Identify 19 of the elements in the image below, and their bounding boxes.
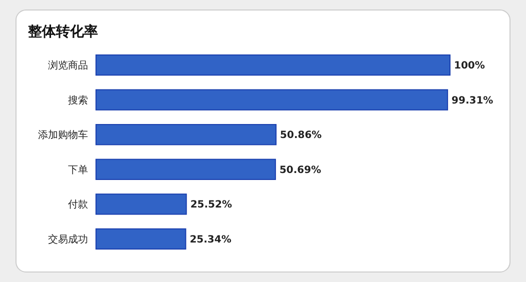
bar <box>96 158 276 180</box>
data-label: 99.31% <box>452 95 494 106</box>
bar <box>96 194 187 215</box>
y-tick-label: 添加购物车 <box>38 129 88 142</box>
data-label: 25.52% <box>190 200 232 211</box>
bar <box>96 54 450 76</box>
data-label: 50.69% <box>279 164 322 176</box>
y-tick-label: 交易成功 <box>48 233 88 246</box>
bar <box>96 89 448 110</box>
data-label: 25.34% <box>190 234 232 246</box>
y-tick-label: 浏览商品 <box>48 60 88 72</box>
y-tick-label: 搜索 <box>68 94 88 106</box>
y-tick-label: 下单 <box>68 164 88 176</box>
chart-title: 整体转化率 <box>27 23 98 40</box>
data-label: 50.86% <box>280 130 322 142</box>
bar <box>96 228 186 250</box>
y-tick-label: 付款 <box>68 200 88 211</box>
bar <box>96 124 277 146</box>
data-label: 100% <box>454 60 485 72</box>
